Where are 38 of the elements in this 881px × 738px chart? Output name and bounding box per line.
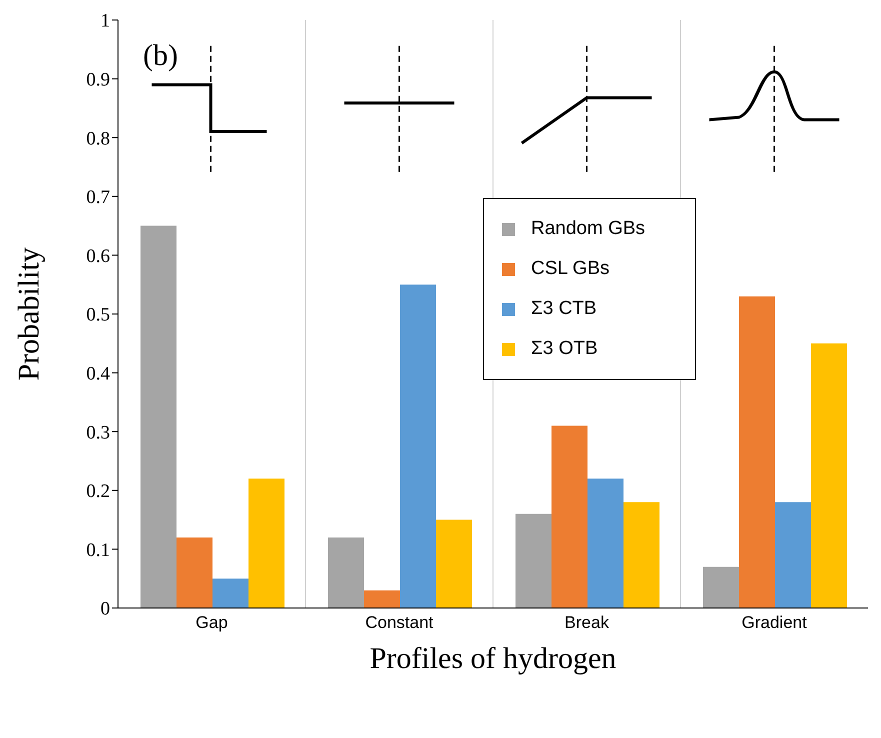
bar (811, 343, 847, 608)
bar (212, 578, 248, 608)
legend-label: Σ3 OTB (530, 337, 599, 361)
y-tick-label: 0.1 (86, 540, 110, 561)
y-tick-label: 0.5 (86, 304, 110, 326)
bar (624, 502, 660, 608)
y-tick-label: 0.2 (86, 481, 110, 502)
x-tick-label: Gradient (742, 613, 808, 632)
bar (739, 296, 775, 608)
bar (552, 426, 588, 608)
bar (436, 520, 472, 608)
bar (588, 478, 624, 608)
y-tick-label: 0.3 (86, 422, 110, 444)
y-tick-label: 0.9 (86, 70, 110, 91)
y-tick-label: 0.8 (86, 128, 110, 150)
legend-label: CSL GBs (530, 257, 610, 281)
bar (400, 284, 436, 608)
legend-label: Σ3 CTB (530, 297, 598, 321)
y-tick-label: 0 (100, 598, 110, 620)
annotation: (b) (143, 39, 178, 72)
bar (176, 537, 212, 608)
x-tick-label: Gap (196, 613, 228, 632)
x-tick-label: Constant (365, 613, 434, 632)
y-tick-label: 0.7 (86, 187, 110, 208)
y-tick-label: 1 (100, 10, 110, 32)
legend-label: Random GBs (530, 217, 646, 241)
x-tick-label: Break (564, 613, 610, 632)
y-tick-label: 0.6 (86, 246, 110, 267)
y-axis-title: Probability (12, 247, 46, 381)
bar (703, 566, 739, 608)
bar (328, 537, 364, 608)
y-tick-label: 0.4 (86, 364, 110, 385)
bar (364, 590, 400, 608)
bar (248, 478, 284, 608)
bar (516, 514, 552, 608)
x-axis-title: Profiles of hydrogen (370, 642, 616, 675)
bar (775, 502, 811, 608)
bar (140, 226, 176, 608)
